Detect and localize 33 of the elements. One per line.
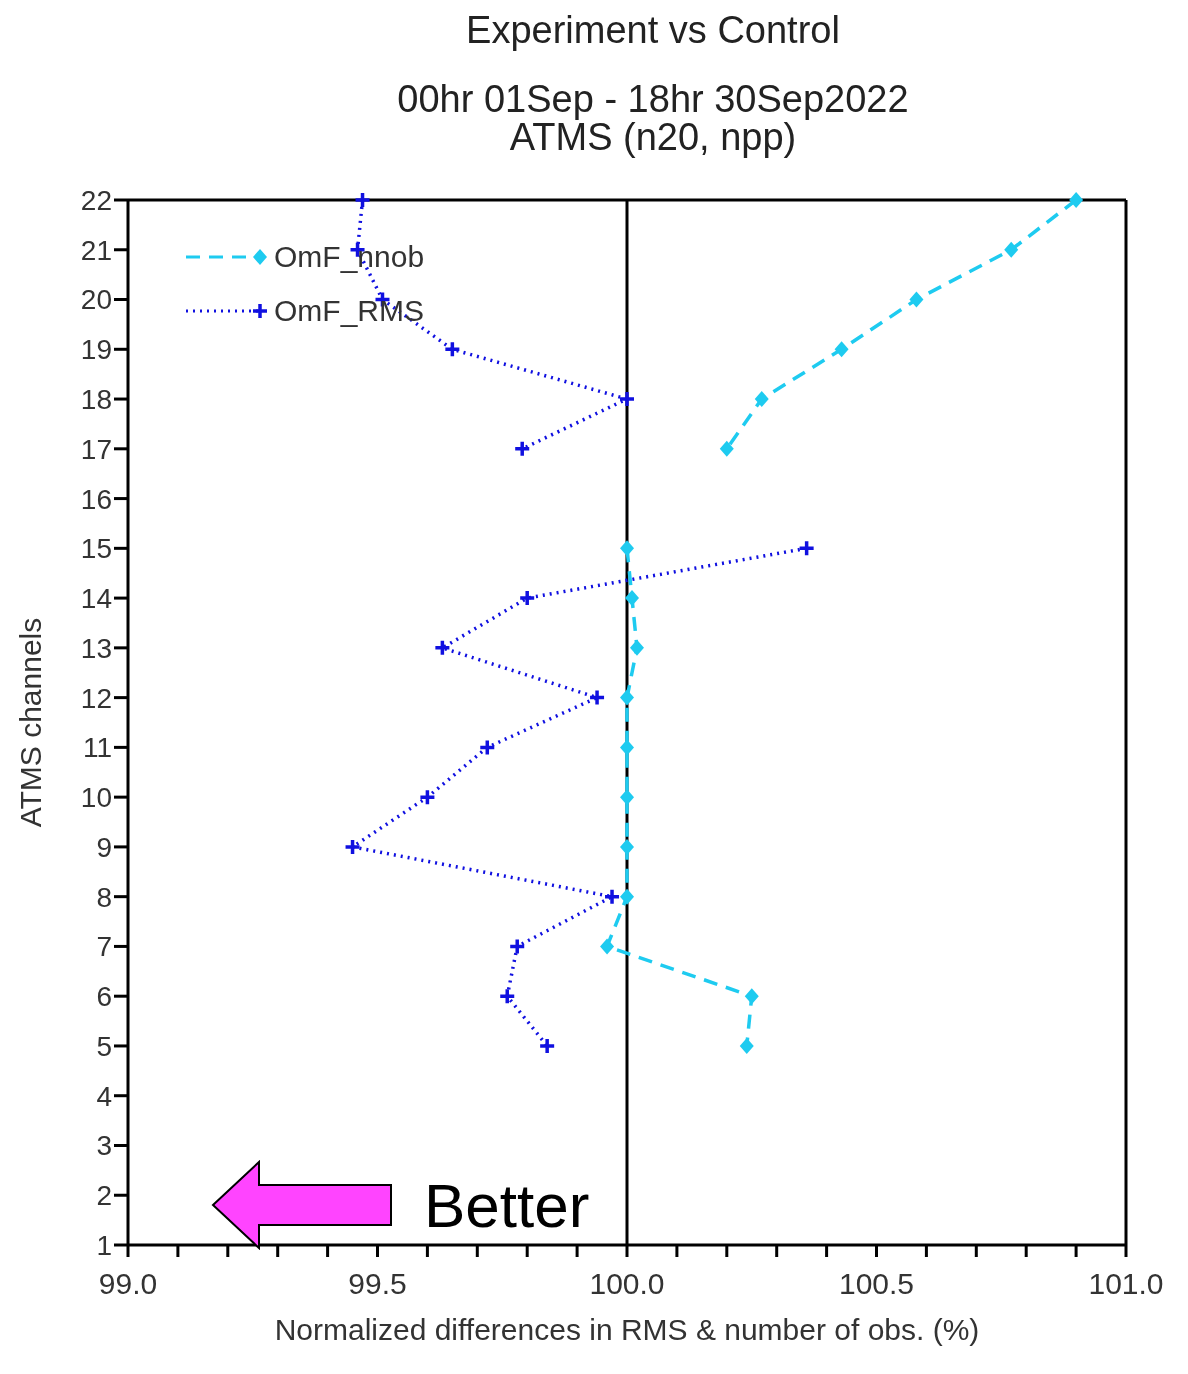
x-tick-label: 99.0 bbox=[98, 1267, 158, 1301]
y-tick-label: 8 bbox=[96, 881, 112, 913]
y-tick-label: 9 bbox=[96, 831, 112, 863]
x-tick-label: 99.5 bbox=[348, 1267, 407, 1301]
y-tick-label: 2 bbox=[96, 1180, 112, 1212]
y-tick-label: 11 bbox=[82, 732, 112, 764]
y-tick-label: 22 bbox=[80, 184, 112, 216]
y-tick-label: 15 bbox=[80, 533, 112, 565]
y-tick-label: 19 bbox=[80, 334, 112, 366]
y-tick-label: 3 bbox=[96, 1130, 112, 1162]
y-tick-label: 4 bbox=[96, 1080, 112, 1112]
annotation: Better bbox=[424, 1170, 590, 1241]
x-tick-label: 100.0 bbox=[589, 1267, 665, 1301]
y-tick-label: 16 bbox=[80, 483, 112, 515]
y-tick-label: 13 bbox=[80, 632, 112, 664]
legend-label: OmF_nnob bbox=[274, 240, 425, 274]
x-axis-title: Normalized differences in RMS & number of obs. (%) bbox=[274, 1313, 980, 1346]
y-tick-label: 21 bbox=[80, 234, 112, 266]
y-tick-label: 6 bbox=[96, 981, 112, 1013]
y-tick-label: 14 bbox=[80, 583, 112, 615]
y-tick-label: 10 bbox=[80, 782, 112, 814]
chart-subtitle: 00hr 01Sep - 18hr 30Sep2022 ATMS (n20, npp) bbox=[396, 78, 910, 158]
y-tick-label: 17 bbox=[80, 433, 112, 465]
y-tick-label: 5 bbox=[96, 1030, 112, 1062]
y-tick-label: 18 bbox=[80, 383, 112, 415]
y-axis-title: ATMS channels bbox=[13, 617, 47, 828]
x-tick-label: 100.5 bbox=[838, 1267, 915, 1301]
y-tick-label: 1 bbox=[96, 1229, 112, 1261]
y-tick-label: 7 bbox=[96, 931, 112, 963]
y-tick-label: 12 bbox=[80, 682, 112, 714]
y-tick-label: 20 bbox=[80, 284, 112, 316]
chart-title: Experiment vs Control bbox=[465, 9, 841, 51]
x-tick-label: 101.0 bbox=[1088, 1267, 1164, 1301]
